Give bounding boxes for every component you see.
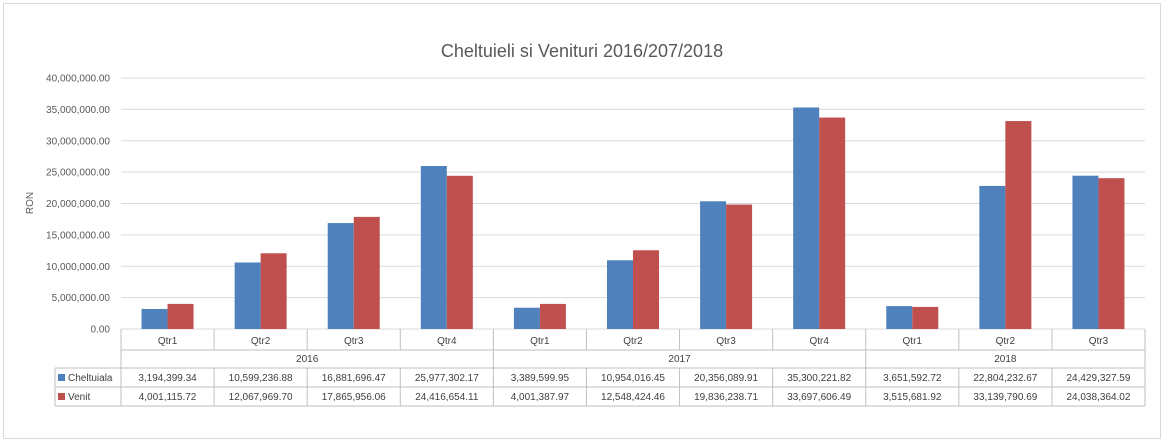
bar-venit [167,303,194,329]
series-name: Venit [68,392,90,403]
data-label: 4,001,115.72 [139,392,197,403]
chart-title: Cheltuieli si Venituri 2016/207/2018 [441,41,723,61]
y-tick-label: 10,000,000.00 [46,262,110,273]
bar-cheltuiala [141,308,168,329]
data-label: 16,881,696.47 [322,373,386,384]
category-label: Qtr3 [344,336,364,347]
bar-venit [1098,178,1125,329]
data-label: 10,954,016.45 [601,373,665,384]
data-label: 25,977,302.17 [415,373,479,384]
category-label: Qtr4 [437,336,457,347]
chart-frame [3,3,1161,439]
y-tick-label: 35,000,000.00 [46,105,110,116]
group-label: 2017 [668,354,691,365]
category-label: Qtr2 [251,336,271,347]
series-name: Cheltuiala [68,373,113,384]
bars [141,107,1125,329]
data-label: 3,515,681.92 [883,392,942,403]
data-label: 3,651,592.72 [883,373,942,384]
data-label: 24,429,327.59 [1066,373,1130,384]
data-label: 10,599,236.88 [229,373,293,384]
y-tick-label: 20,000,000.00 [46,199,110,210]
y-axis-title: RON [25,192,36,214]
bar-cheltuiala [700,201,727,329]
bar-venit [353,216,380,329]
bar-cheltuiala [979,185,1006,329]
y-tick-label: 5,000,000.00 [52,293,111,304]
data-label: 24,038,364.02 [1066,392,1130,403]
bar-cheltuiala [886,306,913,329]
y-tick-label: 0.00 [91,325,111,336]
bar-venit [912,306,939,329]
data-label: 4,001,387.97 [511,392,570,403]
data-label: 12,548,424.46 [601,392,665,403]
group-label: 2016 [296,354,319,365]
bar-venit [539,303,566,329]
bar-cheltuiala [513,307,540,329]
data-label: 20,356,089.91 [694,373,758,384]
category-label: Qtr3 [716,336,736,347]
data-label: 35,300,221.82 [787,373,851,384]
bar-cheltuiala [420,165,447,329]
gridlines [121,77,1145,330]
group-label: 2018 [994,354,1017,365]
data-label: 3,194,399.34 [138,373,197,384]
data-label: 24,416,654.11 [415,392,479,403]
bar-venit [633,250,659,329]
y-tick-label: 15,000,000.00 [46,230,110,241]
category-label: Qtr3 [1089,336,1109,347]
category-label: Qtr2 [623,336,643,347]
data-label: 33,139,790.69 [973,392,1037,403]
bar-cheltuiala [793,107,820,329]
category-label: Qtr1 [903,336,923,347]
bar-venit [726,204,753,329]
data-label: 17,865,956.06 [322,392,386,403]
bar-cheltuiala [327,223,354,329]
category-label: Qtr2 [996,336,1016,347]
data-label: 22,804,232.67 [973,373,1037,384]
y-axis-ticks: 0.00 5,000,000.00 10,000,000.00 15,000,000.… [46,74,110,336]
y-tick-label: 30,000,000.00 [46,136,110,147]
legend-key-cheltuiala [58,374,65,381]
data-label: 3,389,599.95 [511,373,570,384]
y-tick-label: 40,000,000.00 [46,74,110,85]
data-label: 33,697,606.49 [787,392,851,403]
y-tick-label: 25,000,000.00 [46,168,110,179]
legend-key-venit [58,393,65,400]
data-label: 19,836,238.71 [694,392,758,403]
bar-venit [260,253,287,329]
bar-cheltuiala [607,260,633,329]
bar-venit [1005,121,1032,329]
bar-venit [819,117,846,329]
bar-venit [446,175,473,329]
category-label: Qtr1 [530,336,550,347]
bar-cheltuiala [234,262,261,329]
bar-cheltuiala [1072,175,1099,329]
data-label: 12,067,969.70 [229,392,293,403]
category-label: Qtr1 [158,336,178,347]
data-table: Qtr1 Qtr2 Qtr3 Qtr4 Qtr1 Qtr2 Qtr3 Qtr4 Qtr1 Qtr2… [54,329,1146,407]
category-label: Qtr4 [809,336,829,347]
